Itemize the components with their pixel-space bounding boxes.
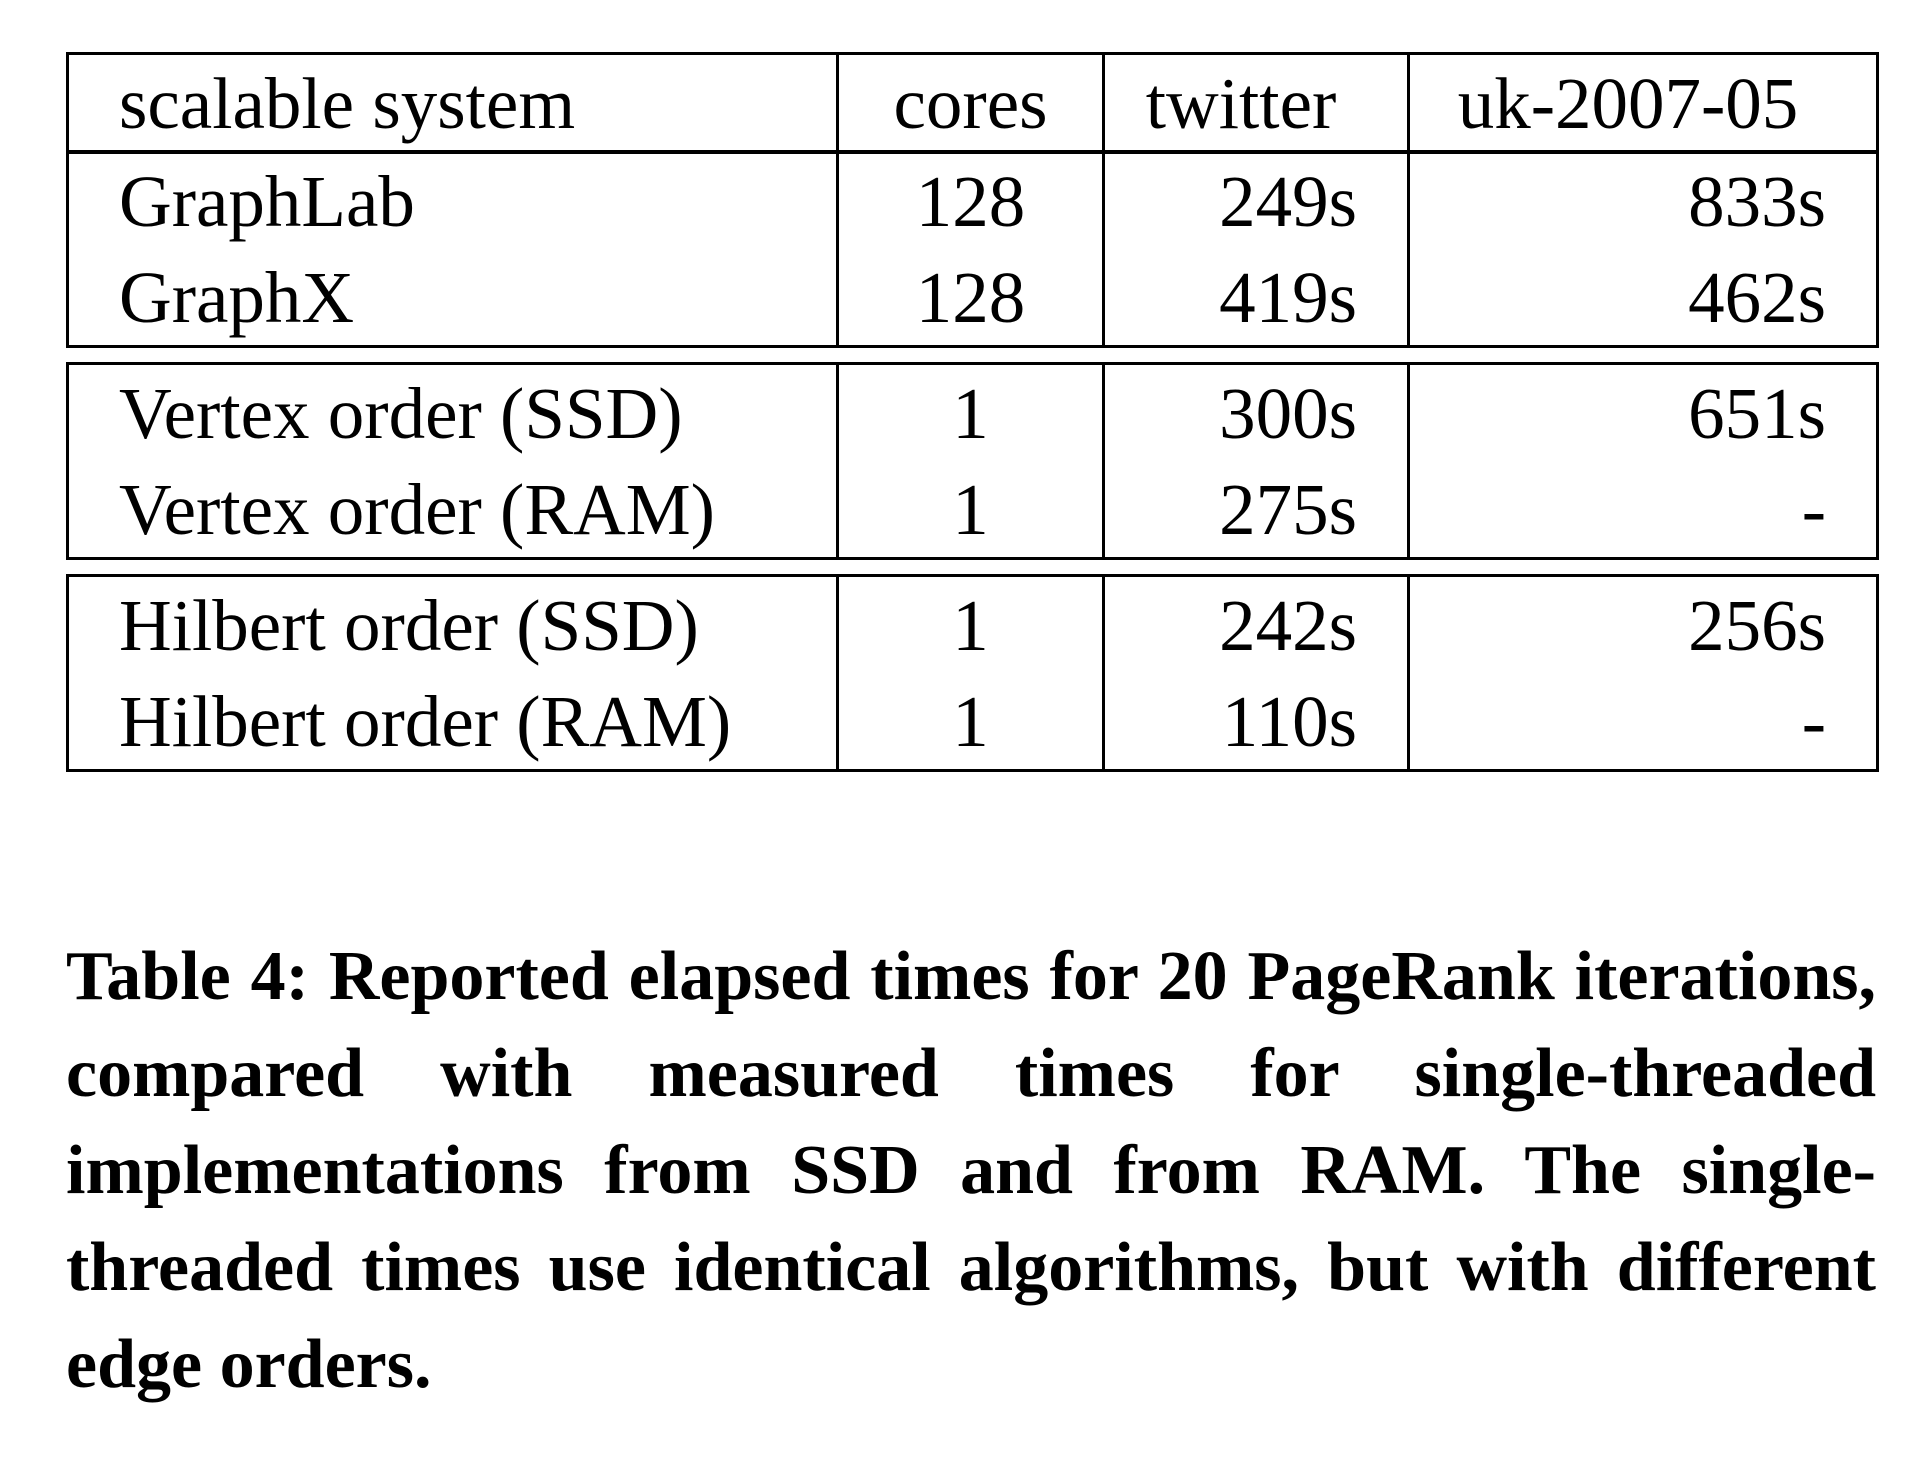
table-group-scalable: GraphLab 128 249s 833s GraphX 128 419s 4…	[66, 150, 1879, 348]
cell-uk: 833s	[1407, 150, 1879, 249]
cell-cores: 128	[836, 150, 1105, 249]
cell-twitter: 110s	[1102, 673, 1410, 772]
table-group-hilbert-order: Hilbert order (SSD) 1 242s 256s Hilbert …	[66, 574, 1879, 772]
cell-twitter: 300s	[1102, 362, 1410, 461]
header-cores: cores	[836, 52, 1105, 154]
table-row: Hilbert order (SSD) 1 242s 256s	[66, 574, 1879, 673]
cell-twitter: 242s	[1102, 574, 1410, 673]
cell-twitter: 249s	[1102, 150, 1410, 249]
cell-twitter: 419s	[1102, 249, 1410, 348]
header-scalable-system: scalable system	[66, 52, 839, 154]
cell-cores: 1	[836, 673, 1105, 772]
table-row: Hilbert order (RAM) 1 110s -	[66, 673, 1879, 772]
cell-uk: -	[1407, 461, 1879, 560]
table-header: scalable system cores twitter uk-2007-05	[66, 52, 1879, 154]
cell-cores: 1	[836, 461, 1105, 560]
cell-uk: 256s	[1407, 574, 1879, 673]
cell-system: GraphX	[66, 249, 839, 348]
cell-uk: -	[1407, 673, 1879, 772]
header-uk-2007-05: uk-2007-05	[1407, 52, 1879, 154]
cell-system: Vertex order (SSD)	[66, 362, 839, 461]
table-group-vertex-order: Vertex order (SSD) 1 300s 651s Vertex or…	[66, 362, 1879, 560]
cell-cores: 128	[836, 249, 1105, 348]
cell-cores: 1	[836, 574, 1105, 673]
table-row: Vertex order (SSD) 1 300s 651s	[66, 362, 1879, 461]
header-row: scalable system cores twitter uk-2007-05	[66, 52, 1879, 154]
table-row: Vertex order (RAM) 1 275s -	[66, 461, 1879, 560]
cell-system: Vertex order (RAM)	[66, 461, 839, 560]
cell-cores: 1	[836, 362, 1105, 461]
cell-uk: 651s	[1407, 362, 1879, 461]
cell-twitter: 275s	[1102, 461, 1410, 560]
cell-system: Hilbert order (RAM)	[66, 673, 839, 772]
cell-uk: 462s	[1407, 249, 1879, 348]
cell-system: GraphLab	[66, 150, 839, 249]
header-twitter: twitter	[1102, 52, 1410, 154]
table-caption: Table 4: Reported elapsed times for 20 P…	[66, 938, 1876, 1403]
table-row: GraphLab 128 249s 833s	[66, 150, 1879, 249]
cell-system: Hilbert order (SSD)	[66, 574, 839, 673]
table-row: GraphX 128 419s 462s	[66, 249, 1879, 348]
